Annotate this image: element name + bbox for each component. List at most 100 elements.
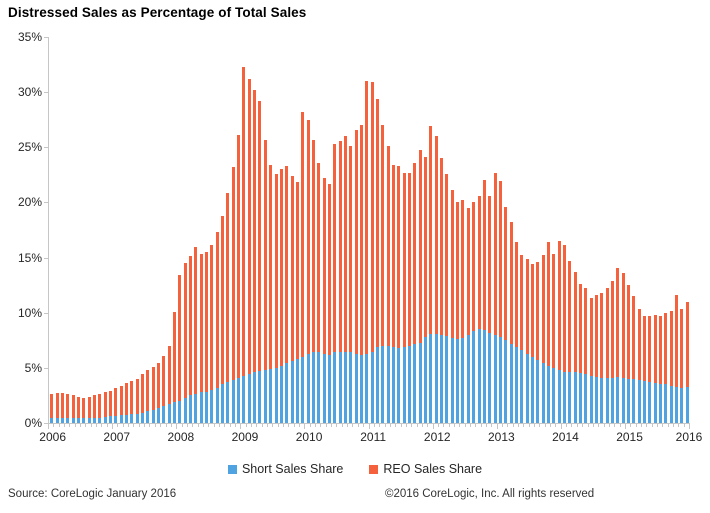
- bar-segment-short-sales: [50, 417, 54, 423]
- bar-segment-reo-sales: [146, 370, 150, 412]
- bar-segment-reo-sales: [135, 378, 139, 414]
- bar-segment-reo-sales: [589, 298, 593, 376]
- stacked-bar-month: [605, 288, 609, 423]
- bar-segment-reo-sales: [98, 394, 102, 418]
- bar-segment-short-sales: [60, 417, 64, 423]
- x-axis-tick: [325, 424, 327, 427]
- x-axis-tick: [122, 424, 124, 427]
- x-axis-year-label: 2014: [552, 430, 579, 444]
- bar-segment-reo-sales: [504, 206, 508, 341]
- bar-segment-reo-sales: [215, 232, 219, 388]
- bar-segment-reo-sales: [402, 172, 406, 347]
- bar-segment-reo-sales: [530, 264, 534, 357]
- stacked-bar-month: [306, 119, 310, 423]
- x-axis-tick: [90, 424, 92, 427]
- bar-segment-reo-sales: [189, 256, 193, 396]
- reo-sales-swatch-icon: [369, 464, 379, 474]
- x-axis-tick: [64, 424, 66, 427]
- x-axis-tick: [128, 424, 130, 427]
- x-axis-tick: [528, 424, 530, 427]
- x-axis-tick: [453, 424, 455, 427]
- bar-segment-short-sales: [568, 372, 572, 423]
- stacked-bar-month: [119, 385, 123, 423]
- stacked-bar-month: [573, 271, 577, 423]
- stacked-bar-month: [343, 136, 347, 423]
- stacked-bar-month: [108, 391, 112, 423]
- stacked-bar-month: [76, 397, 80, 423]
- bar-segment-reo-sales: [269, 164, 273, 369]
- x-axis-tick: [170, 424, 172, 427]
- bar-segment-short-sales: [514, 346, 518, 423]
- bar-segment-short-sales: [627, 378, 631, 423]
- x-axis-tick: [213, 424, 215, 427]
- bar-segment-reo-sales: [653, 314, 657, 384]
- bar-segment-short-sales: [306, 353, 310, 423]
- bar-segment-short-sales: [189, 395, 193, 423]
- chart-title: Distressed Sales as Percentage of Total …: [8, 5, 307, 20]
- stacked-bar-month: [381, 125, 385, 423]
- stacked-bar-month: [87, 396, 91, 423]
- x-axis-tick: [683, 424, 685, 427]
- bar-segment-reo-sales: [140, 374, 144, 413]
- bar-segment-reo-sales: [648, 316, 652, 383]
- x-axis-tick: [138, 424, 140, 427]
- x-axis-year-label: 2006: [39, 430, 66, 444]
- x-axis-tick: [678, 424, 680, 427]
- bar-segment-short-sales: [445, 335, 449, 423]
- bar-segment-short-sales: [146, 411, 150, 423]
- bar-segment-short-sales: [386, 345, 390, 423]
- bar-segment-reo-sales: [578, 284, 582, 374]
- bar-segment-reo-sales: [157, 363, 160, 409]
- x-axis-tick: [651, 424, 653, 427]
- bar-segment-short-sales: [124, 414, 128, 423]
- bar-segment-reo-sales: [194, 246, 198, 395]
- bar-segment-reo-sales: [151, 366, 155, 410]
- x-axis-tick: [85, 424, 87, 427]
- bar-segment-reo-sales: [114, 387, 118, 416]
- x-axis-tick: [672, 424, 674, 427]
- bar-segment-short-sales: [429, 333, 433, 423]
- x-axis-tick: [304, 424, 306, 429]
- stacked-bar-month: [637, 309, 641, 423]
- x-axis-tick: [58, 424, 60, 427]
- stacked-bar-month: [552, 254, 556, 423]
- stacked-bar-month: [466, 207, 470, 423]
- x-axis-tick: [667, 424, 669, 427]
- bar-segment-reo-sales: [205, 252, 209, 393]
- bar-segment-reo-sales: [498, 181, 502, 337]
- bar-segment-short-sales: [322, 353, 326, 423]
- bar-segment-reo-sales: [338, 140, 342, 353]
- bar-segment-short-sales: [317, 352, 321, 423]
- stacked-bar-month: [445, 173, 449, 423]
- stacked-bar-month: [140, 374, 144, 423]
- bar-segment-short-sales: [231, 380, 235, 423]
- stacked-bar-month: [643, 316, 647, 423]
- bar-segment-short-sales: [504, 340, 508, 423]
- bar-segment-reo-sales: [520, 255, 524, 351]
- bar-segment-reo-sales: [92, 395, 96, 418]
- bar-segment-short-sales: [600, 377, 604, 423]
- bar-segment-short-sales: [333, 352, 337, 423]
- bar-segment-reo-sales: [477, 195, 481, 330]
- stacked-bar-month: [488, 195, 492, 423]
- bar-segment-short-sales: [637, 380, 641, 423]
- x-axis-tick: [496, 424, 498, 429]
- bar-segment-reo-sales: [611, 280, 615, 378]
- bar-segment-short-sales: [509, 343, 513, 423]
- bar-segment-short-sales: [215, 387, 219, 423]
- x-axis-tick: [341, 424, 343, 427]
- stacked-bar-month: [611, 280, 615, 423]
- stacked-bar-month: [189, 256, 193, 423]
- stacked-bar-month: [290, 175, 294, 423]
- bar-segment-short-sales: [274, 367, 278, 423]
- bar-segment-reo-sales: [82, 397, 86, 419]
- bar-segment-reo-sales: [343, 136, 347, 353]
- bar-segment-reo-sales: [173, 311, 177, 403]
- x-axis-year-label: 2016: [675, 430, 703, 444]
- x-axis-tick: [464, 424, 466, 427]
- bar-segment-reo-sales: [680, 309, 684, 388]
- bar-segment-reo-sales: [199, 254, 203, 393]
- bar-segment-short-sales: [450, 338, 454, 423]
- x-axis-tick: [154, 424, 156, 427]
- bar-segment-reo-sales: [55, 392, 59, 418]
